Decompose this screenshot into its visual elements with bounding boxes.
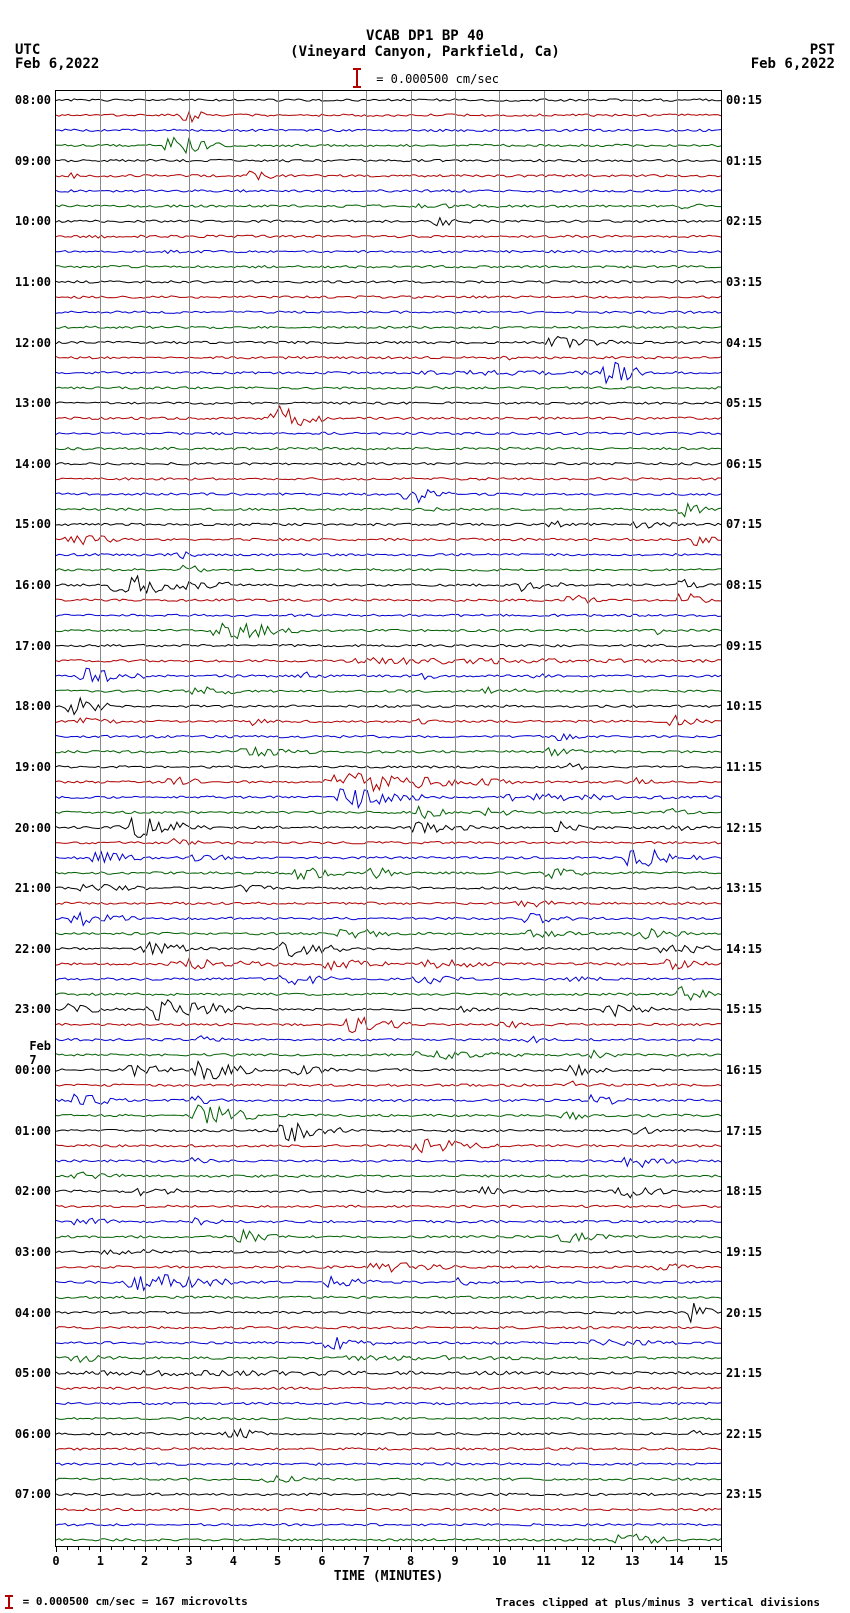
utc-hour-label: 01:00 xyxy=(15,1124,51,1138)
scale-text: = 0.000500 cm/sec xyxy=(376,72,499,86)
pst-hour-label: 23:15 xyxy=(726,1487,762,1501)
scale-bar-icon xyxy=(351,68,363,91)
utc-hour-label: 18:00 xyxy=(15,699,51,713)
pst-hour-label: 16:15 xyxy=(726,1063,762,1077)
utc-hour-label: 14:00 xyxy=(15,457,51,471)
title-line-1: VCAB DP1 BP 40 xyxy=(0,28,850,44)
xaxis-tick-label: 6 xyxy=(318,1554,325,1568)
xaxis-tick-label: 8 xyxy=(407,1554,414,1568)
pst-hour-label: 04:15 xyxy=(726,336,762,350)
utc-hour-label: 11:00 xyxy=(15,275,51,289)
xaxis-tick-label: 5 xyxy=(274,1554,281,1568)
pst-hour-label: 02:15 xyxy=(726,214,762,228)
pst-hour-label: 15:15 xyxy=(726,1002,762,1016)
xaxis-tick-label: 11 xyxy=(536,1554,550,1568)
utc-hour-label: 23:00 xyxy=(15,1002,51,1016)
pst-hour-label: 11:15 xyxy=(726,760,762,774)
utc-hour-label: 10:00 xyxy=(15,214,51,228)
pst-hour-label: 00:15 xyxy=(726,93,762,107)
utc-hour-label: 05:00 xyxy=(15,1366,51,1380)
pst-hour-label: 19:15 xyxy=(726,1245,762,1259)
xaxis-tick-label: 3 xyxy=(185,1554,192,1568)
footer-left: = 0.000500 cm/sec = 167 microvolts xyxy=(2,1595,248,1609)
pst-hour-label: 05:15 xyxy=(726,396,762,410)
pst-hour-label: 22:15 xyxy=(726,1427,762,1441)
pst-hour-label: 06:15 xyxy=(726,457,762,471)
seismogram-plot: TIME (MINUTES) 012345678910111213141508:… xyxy=(55,90,722,1547)
xaxis-tick-label: 14 xyxy=(669,1554,683,1568)
utc-hour-label: 16:00 xyxy=(15,578,51,592)
footer-right: Traces clipped at plus/minus 3 vertical … xyxy=(495,1596,820,1609)
date-left: Feb 6,2022 xyxy=(15,56,99,72)
pst-hour-label: 13:15 xyxy=(726,881,762,895)
title-line-2: (Vineyard Canyon, Parkfield, Ca) xyxy=(0,44,850,60)
utc-hour-label: 21:00 xyxy=(15,881,51,895)
utc-hour-label: 12:00 xyxy=(15,336,51,350)
pst-hour-label: 07:15 xyxy=(726,517,762,531)
xaxis-tick-label: 12 xyxy=(581,1554,595,1568)
utc-hour-label: 20:00 xyxy=(15,821,51,835)
utc-hour-label: 22:00 xyxy=(15,942,51,956)
utc-hour-label: 19:00 xyxy=(15,760,51,774)
xaxis-tick-label: 1 xyxy=(97,1554,104,1568)
pst-hour-label: 12:15 xyxy=(726,821,762,835)
pst-hour-label: 20:15 xyxy=(726,1306,762,1320)
xaxis-tick-label: 2 xyxy=(141,1554,148,1568)
pst-hour-label: 18:15 xyxy=(726,1184,762,1198)
pst-hour-label: 08:15 xyxy=(726,578,762,592)
utc-hour-label: 17:00 xyxy=(15,639,51,653)
utc-hour-label: 13:00 xyxy=(15,396,51,410)
xaxis-tick-label: 15 xyxy=(714,1554,728,1568)
xaxis-tick-label: 9 xyxy=(451,1554,458,1568)
pst-hour-label: 09:15 xyxy=(726,639,762,653)
pst-hour-label: 01:15 xyxy=(726,154,762,168)
seismogram-traces xyxy=(56,91,721,1546)
utc-hour-label: 08:00 xyxy=(15,93,51,107)
utc-hour-label: 06:00 xyxy=(15,1427,51,1441)
date-right: Feb 6,2022 xyxy=(751,56,835,72)
xaxis-tick-label: 4 xyxy=(230,1554,237,1568)
pst-hour-label: 14:15 xyxy=(726,942,762,956)
xaxis-title: TIME (MINUTES) xyxy=(334,1569,444,1584)
utc-hour-label: 07:00 xyxy=(15,1487,51,1501)
xaxis-tick-label: 7 xyxy=(363,1554,370,1568)
utc-hour-label: 09:00 xyxy=(15,154,51,168)
xaxis-tick-label: 10 xyxy=(492,1554,506,1568)
pst-hour-label: 21:15 xyxy=(726,1366,762,1380)
utc-hour-label: 04:00 xyxy=(15,1306,51,1320)
pst-hour-label: 10:15 xyxy=(726,699,762,713)
pst-hour-label: 03:15 xyxy=(726,275,762,289)
utc-hour-label: 03:00 xyxy=(15,1245,51,1259)
pst-hour-label: 17:15 xyxy=(726,1124,762,1138)
utc-hour-label: 02:00 xyxy=(15,1184,51,1198)
utc-hour-label: 15:00 xyxy=(15,517,51,531)
xaxis-tick-label: 13 xyxy=(625,1554,639,1568)
xaxis-tick-label: 0 xyxy=(52,1554,59,1568)
day-break-label: Feb 7 xyxy=(29,1039,51,1067)
